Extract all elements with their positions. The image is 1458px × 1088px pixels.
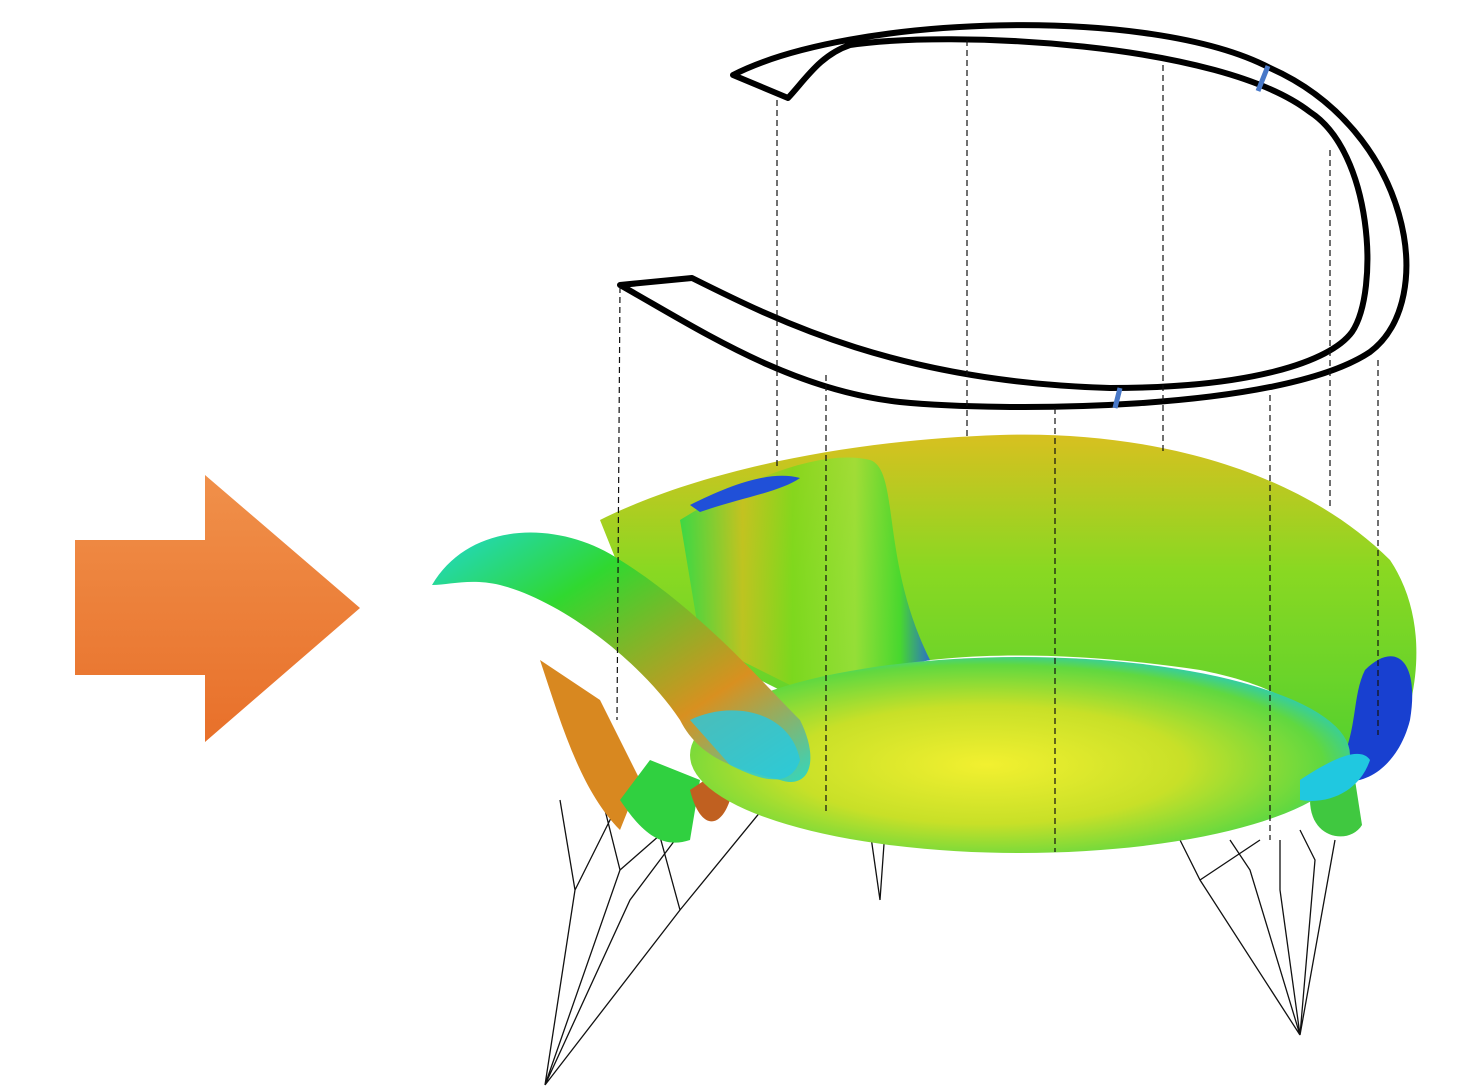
outline-band — [617, 22, 1410, 410]
marker — [1255, 65, 1271, 92]
sofa-surface — [432, 434, 1417, 853]
guide-lines — [616, 40, 1379, 852]
marker — [1112, 387, 1123, 409]
arrow — [75, 475, 360, 742]
